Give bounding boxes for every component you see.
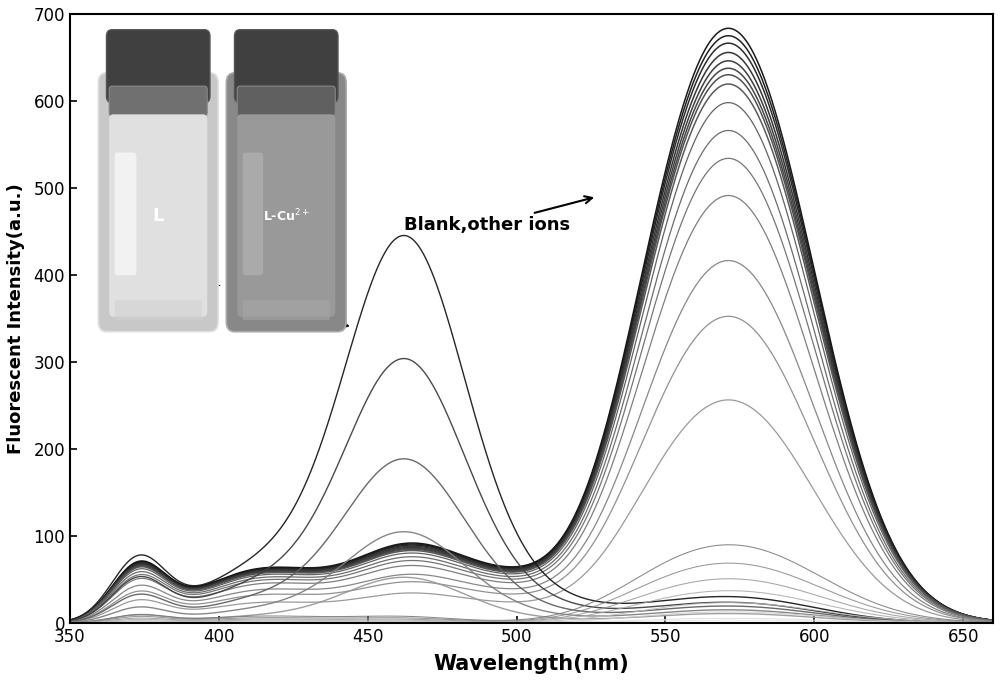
X-axis label: Wavelength(nm): Wavelength(nm): [434, 654, 629, 674]
Y-axis label: Fluorescent Intensity(a.u.): Fluorescent Intensity(a.u.): [7, 183, 25, 454]
Text: Cu$^{2+}$: Cu$^{2+}$: [174, 281, 348, 328]
Text: Blank,other ions: Blank,other ions: [404, 196, 592, 234]
